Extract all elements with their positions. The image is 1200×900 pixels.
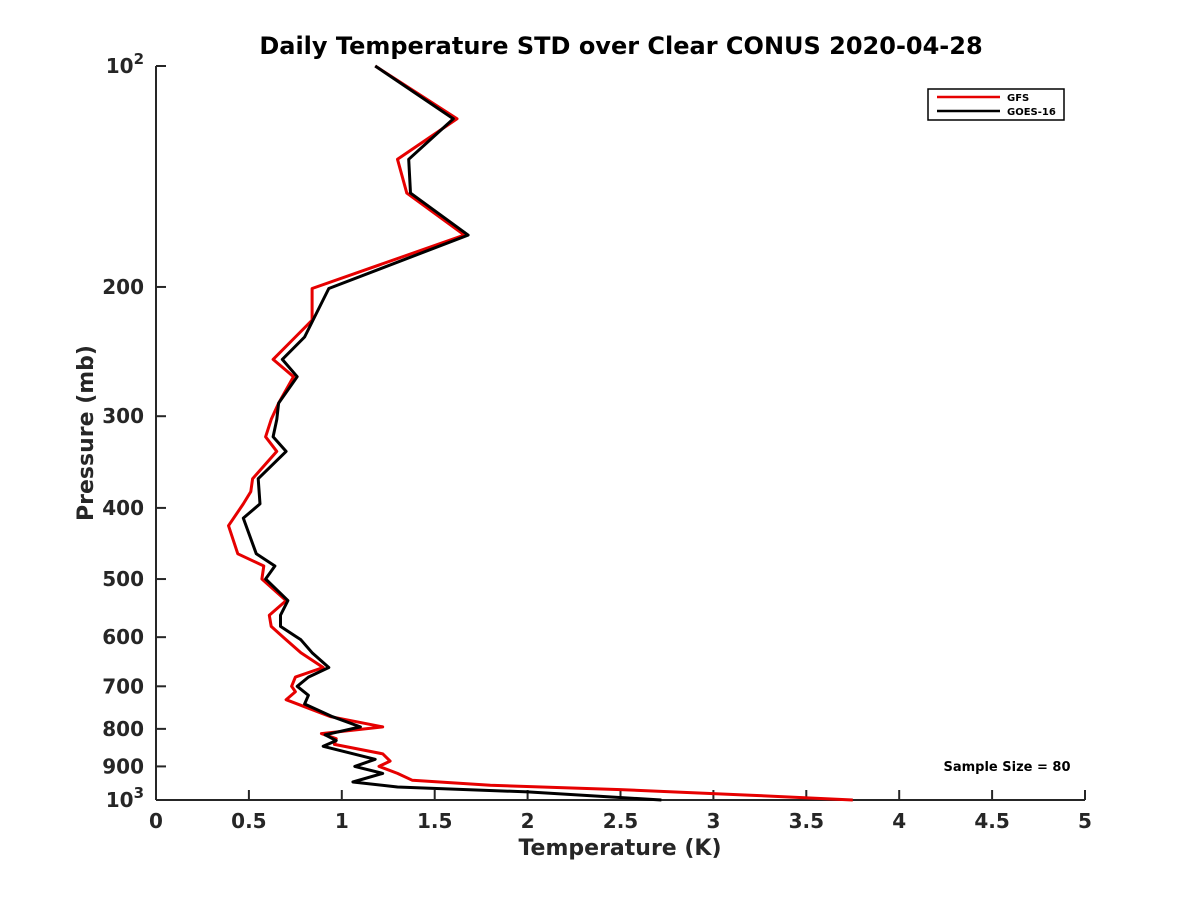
x-tick-label: 5 xyxy=(1078,809,1092,833)
y-tick-base: 300 xyxy=(102,404,144,428)
legend-box xyxy=(927,88,1065,121)
y-tick-base: 900 xyxy=(102,754,144,778)
legend: GFS GOES-16 xyxy=(927,88,1065,121)
y-tick-base: 700 xyxy=(102,674,144,698)
x-tick-label: 4 xyxy=(892,809,906,833)
x-tick-label: 3 xyxy=(706,809,720,833)
sample-size-annotation: Sample Size = 80 xyxy=(943,760,1070,775)
chart-title: Daily Temperature STD over Clear CONUS 2… xyxy=(259,32,982,60)
y-tick-label: 500 xyxy=(102,567,144,591)
x-tick-label: 1 xyxy=(335,809,349,833)
y-tick-base: 600 xyxy=(102,625,144,649)
y-tick-base: 800 xyxy=(102,717,144,741)
x-tick-label: 2.5 xyxy=(603,809,638,833)
y-tick-label: 103 xyxy=(106,784,144,812)
y-tick-label: 700 xyxy=(102,674,144,698)
y-tick-base: 400 xyxy=(102,496,144,520)
y-tick-exponent: 3 xyxy=(134,784,144,802)
y-tick-label: 800 xyxy=(102,717,144,741)
x-tick-label: 2 xyxy=(521,809,535,833)
x-axis-title: Temperature (K) xyxy=(518,836,721,861)
y-tick-label: 300 xyxy=(102,404,144,428)
y-tick-exponent: 2 xyxy=(134,50,144,68)
y-tick-base: 10 xyxy=(106,788,134,812)
x-tick-label: 3.5 xyxy=(789,809,824,833)
y-tick-base: 200 xyxy=(102,275,144,299)
axes: 0 0.5 1 1.5 2 2.5 3 3.5 4 4.5 51022003004005006007… xyxy=(102,50,1092,833)
y-tick-base: 500 xyxy=(102,567,144,591)
series-line-goes-16 xyxy=(241,64,662,802)
series-line-gfs xyxy=(227,64,853,802)
y-tick-label: 102 xyxy=(106,50,144,78)
x-tick-label: 1.5 xyxy=(417,809,452,833)
x-tick-label: 0.5 xyxy=(231,809,266,833)
x-tick-label: 0 xyxy=(149,809,163,833)
y-tick-label: 200 xyxy=(102,275,144,299)
legend-label-gfs: GFS xyxy=(1007,93,1029,104)
y-tick-label: 400 xyxy=(102,496,144,520)
y-tick-base: 10 xyxy=(106,54,134,78)
y-tick-label: 900 xyxy=(102,754,144,778)
y-tick-label: 600 xyxy=(102,625,144,649)
legend-label-goes-16: GOES-16 xyxy=(1007,107,1056,118)
x-tick-label: 4.5 xyxy=(974,809,1009,833)
y-axis-title: Pressure (mb) xyxy=(74,345,99,521)
data-series xyxy=(227,64,853,802)
